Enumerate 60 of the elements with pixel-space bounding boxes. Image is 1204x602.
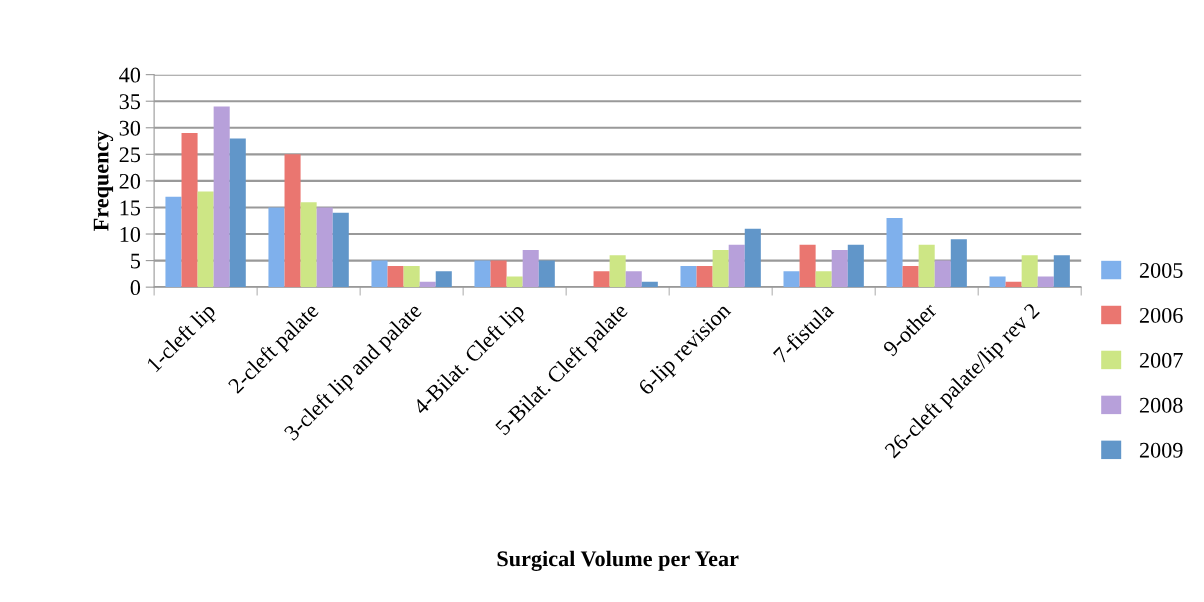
bar [831, 249, 848, 288]
bar [1005, 281, 1022, 288]
bar [641, 281, 658, 288]
bar [1037, 276, 1054, 288]
bar [332, 212, 349, 288]
x-axis-title: Surgical Volume per Year [497, 550, 739, 571]
bar [744, 228, 761, 288]
bar [165, 196, 182, 288]
legend-label: 2006 [1139, 307, 1183, 323]
bar [728, 244, 745, 288]
legend-label: 2008 [1139, 397, 1183, 413]
bar [625, 271, 642, 288]
y-tick-label: 15 [120, 200, 141, 216]
legend-label: 2007 [1139, 352, 1183, 368]
bar [1021, 255, 1038, 288]
legend-label: 2009 [1139, 442, 1183, 458]
bar [268, 207, 285, 288]
y-tick-label: 40 [119, 67, 141, 83]
bar [435, 271, 452, 288]
y-tick-label: 25 [119, 147, 141, 163]
bar [300, 202, 317, 288]
bar [934, 260, 951, 288]
bar [989, 276, 1006, 288]
y-axis-title: Frequency [93, 130, 114, 231]
bar [474, 260, 491, 288]
bar [316, 207, 333, 288]
bar [387, 265, 404, 288]
bar [696, 265, 713, 288]
bar [886, 218, 903, 288]
bar [783, 271, 800, 288]
bar [284, 154, 301, 288]
bar [902, 265, 919, 288]
y-tick-label: 0 [130, 280, 141, 296]
bar [847, 244, 864, 288]
y-tick-label: 20 [119, 173, 141, 189]
y-tick-label: 10 [120, 226, 141, 242]
bar [181, 133, 198, 288]
bar [593, 271, 610, 288]
bar [538, 260, 555, 288]
y-tick-label: 5 [131, 253, 141, 269]
bar [371, 260, 388, 288]
legend-label: 2005 [1139, 262, 1183, 278]
bar [403, 265, 420, 288]
bar [918, 244, 935, 288]
bar [1053, 255, 1070, 288]
y-tick-label: 35 [119, 94, 141, 110]
bar [950, 239, 967, 288]
bar [197, 191, 214, 288]
bar [490, 260, 507, 288]
bar [609, 255, 626, 288]
bar [419, 281, 436, 288]
bar [213, 106, 230, 288]
bar [522, 249, 539, 288]
y-tick-label: 30 [119, 120, 141, 136]
bar [680, 265, 697, 288]
bar [815, 271, 832, 288]
bar [229, 138, 246, 288]
bar [506, 276, 523, 288]
bar [712, 249, 729, 288]
bar [799, 244, 816, 288]
